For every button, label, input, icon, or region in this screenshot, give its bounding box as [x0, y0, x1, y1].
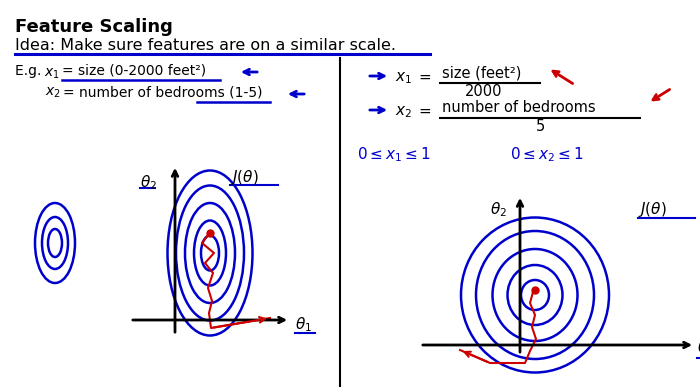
Text: =: = [418, 104, 430, 119]
Text: $\theta_2$: $\theta_2$ [140, 173, 157, 192]
Text: E.g.: E.g. [15, 64, 46, 78]
Text: =: = [418, 70, 430, 85]
Text: $x_2$: $x_2$ [395, 104, 412, 120]
Text: $\theta_1$: $\theta_1$ [295, 315, 312, 334]
Text: $x_1$: $x_1$ [44, 67, 60, 81]
Text: $\theta_2$: $\theta_2$ [490, 200, 507, 219]
Text: number of bedrooms: number of bedrooms [442, 100, 596, 115]
Text: $\theta_1$: $\theta_1$ [697, 338, 700, 357]
Text: = number of bedrooms (1-5): = number of bedrooms (1-5) [63, 86, 262, 100]
Text: 2000: 2000 [466, 84, 503, 99]
Text: $J(\theta)$: $J(\theta)$ [230, 168, 259, 187]
Text: $J(\theta)$: $J(\theta)$ [638, 200, 667, 219]
Text: $0 \leq x_1 \leq 1$: $0 \leq x_1 \leq 1$ [357, 145, 430, 164]
Text: size (feet²): size (feet²) [442, 65, 522, 80]
Text: $0 \leq x_2 \leq 1$: $0 \leq x_2 \leq 1$ [510, 145, 584, 164]
Text: Feature Scaling: Feature Scaling [15, 18, 173, 36]
Text: $x_2$: $x_2$ [45, 86, 61, 100]
Text: $x_1$: $x_1$ [395, 70, 412, 86]
Text: = size (0-2000 feet²): = size (0-2000 feet²) [62, 64, 206, 78]
Text: 5: 5 [536, 119, 545, 134]
Text: Idea: Make sure features are on a similar scale.: Idea: Make sure features are on a simila… [15, 38, 396, 53]
